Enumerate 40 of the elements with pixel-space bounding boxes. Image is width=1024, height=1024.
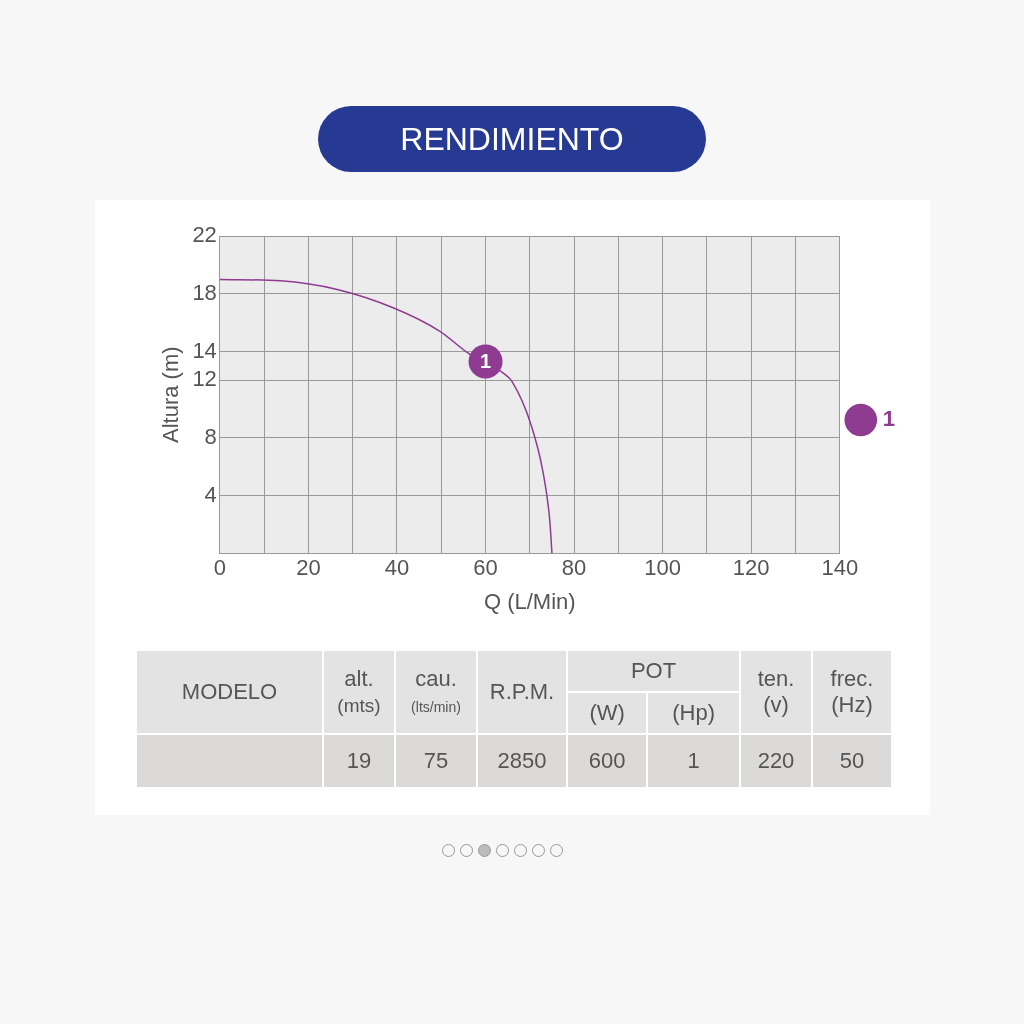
text: (mts) <box>337 695 381 716</box>
text: R.P.M. <box>477 650 567 734</box>
text: alt. <box>344 666 374 691</box>
text: (Hp) <box>647 692 740 734</box>
text: 2850 <box>477 734 567 788</box>
y-tick-label: 12 <box>192 366 217 392</box>
x-tick-label: 140 <box>821 555 859 581</box>
x-tick-label: 60 <box>473 555 498 581</box>
x-tick-label: 0 <box>213 555 226 581</box>
line-series <box>219 278 553 554</box>
x-tick-label: 120 <box>732 555 770 581</box>
x-tick-label: 20 <box>296 555 321 581</box>
text: POT <box>567 650 740 692</box>
y-tick-label: 18 <box>192 279 217 305</box>
x-tick-label: 40 <box>384 555 410 581</box>
text: 50 <box>812 734 892 788</box>
text: 19 <box>323 734 395 788</box>
text: MODELO <box>136 650 323 734</box>
x-tick-label: 100 <box>644 555 682 581</box>
text: 220 <box>740 734 812 788</box>
text: frec. <box>830 666 874 691</box>
y-tick-label: 22 <box>192 222 217 248</box>
annotation: 1 <box>479 350 492 373</box>
text: (v) <box>763 692 789 717</box>
y-tick-label: 8 <box>204 423 217 449</box>
text: ten. <box>757 666 795 691</box>
text: (Hz) <box>831 692 873 717</box>
y-axis-title: Altura (m) <box>158 346 184 443</box>
text: cau. <box>415 666 457 691</box>
y-tick-label: 4 <box>204 481 217 507</box>
x-axis-title: Q (L/Min) <box>483 588 576 614</box>
text: 75 <box>395 734 477 788</box>
text: (lts/min) <box>411 699 461 715</box>
y-tick-label: 14 <box>192 337 217 363</box>
text: 1 <box>647 734 740 788</box>
text: (W) <box>567 692 648 734</box>
text: 600 <box>567 734 648 788</box>
x-tick-label: 80 <box>561 555 587 581</box>
chart-title: RENDIMIENTO <box>318 106 706 172</box>
legend-label: 1 <box>882 406 896 432</box>
